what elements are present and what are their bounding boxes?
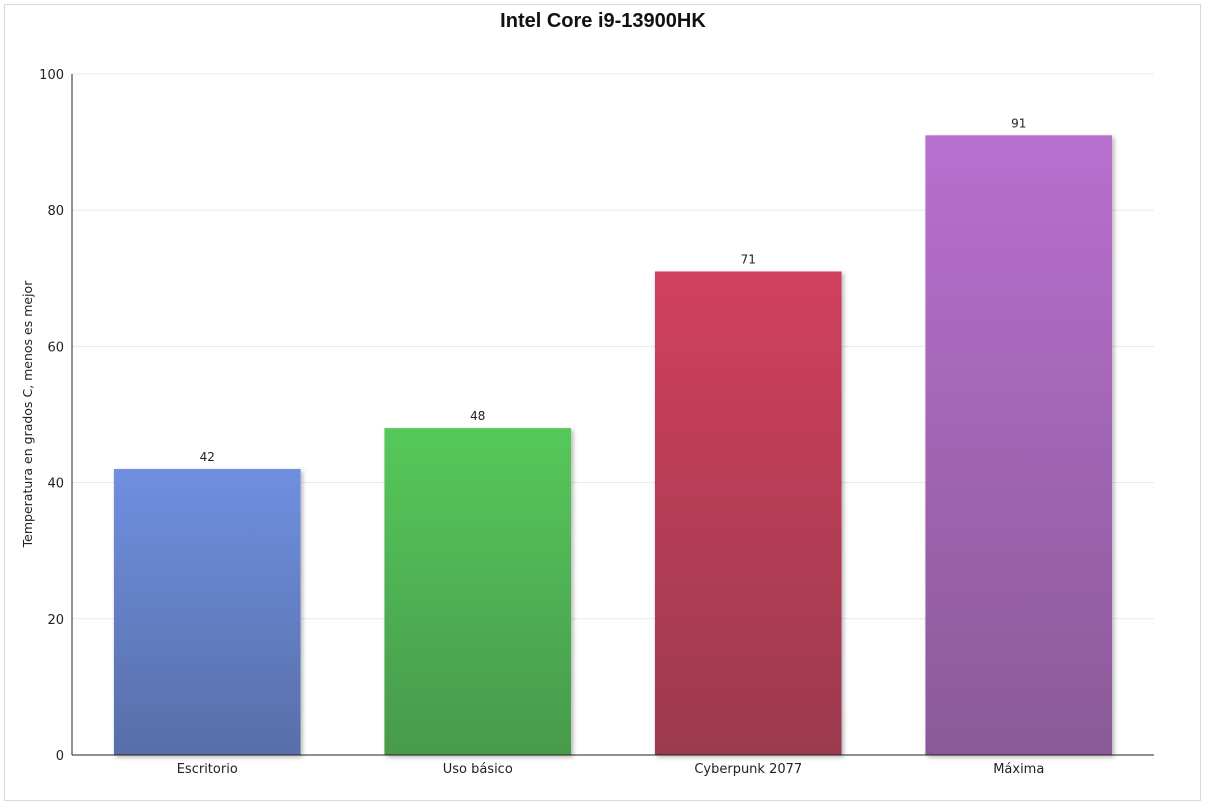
- x-tick-label: Uso básico: [443, 762, 513, 777]
- y-tick-label: 40: [47, 477, 64, 492]
- chart-title: Intel Core i9-13900HK: [500, 10, 706, 32]
- bar: [925, 135, 1113, 756]
- y-tick-label: 80: [47, 204, 64, 219]
- y-tick-label: 20: [47, 613, 64, 628]
- bar: [113, 468, 301, 755]
- bar-value-label: 42: [200, 450, 215, 464]
- bar-value-label: 48: [470, 409, 485, 423]
- y-tick-label: 0: [56, 749, 64, 764]
- bar: [384, 428, 572, 755]
- x-tick-label: Máxima: [993, 762, 1044, 777]
- y-axis-label: Temperatura en grados C, menos es mejor: [20, 280, 35, 549]
- axes: [71, 74, 1154, 756]
- bars: [113, 135, 1113, 756]
- bar: [654, 271, 842, 755]
- y-tick-label: 60: [47, 340, 64, 355]
- y-tick-label: 100: [39, 68, 64, 83]
- x-tick-label: Cyberpunk 2077: [694, 762, 802, 777]
- x-tick-label: Escritorio: [177, 762, 238, 777]
- bar-value-label: 71: [741, 252, 756, 266]
- labels: 0 20 40 60 80 100 42 Escritorio 48 Uso básico 71 Cy…: [39, 68, 1044, 777]
- bar-value-label: 91: [1011, 116, 1026, 130]
